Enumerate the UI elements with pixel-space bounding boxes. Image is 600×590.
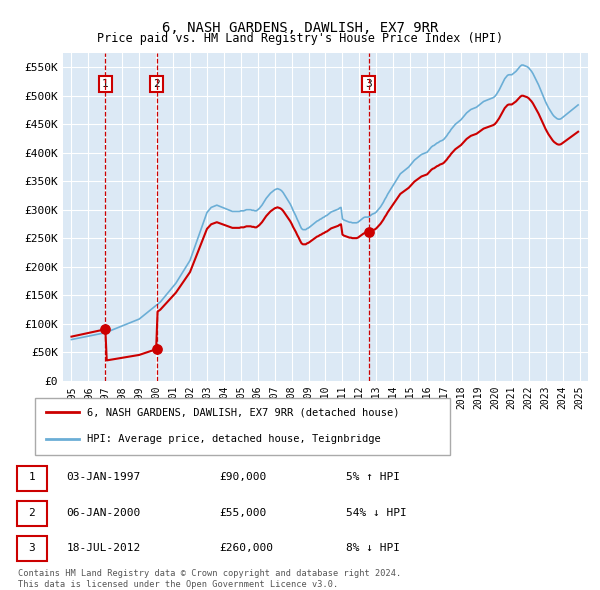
Text: Contains HM Land Registry data © Crown copyright and database right 2024.
This d: Contains HM Land Registry data © Crown c…: [18, 569, 401, 589]
Text: 06-JAN-2000: 06-JAN-2000: [67, 507, 141, 517]
Text: 5% ↑ HPI: 5% ↑ HPI: [346, 473, 400, 483]
Text: £260,000: £260,000: [220, 543, 274, 553]
Text: 18-JUL-2012: 18-JUL-2012: [67, 543, 141, 553]
Text: Price paid vs. HM Land Registry's House Price Index (HPI): Price paid vs. HM Land Registry's House …: [97, 32, 503, 45]
Text: 2: 2: [154, 79, 160, 89]
Point: [364, 228, 373, 237]
FancyBboxPatch shape: [17, 501, 47, 526]
Text: HPI: Average price, detached house, Teignbridge: HPI: Average price, detached house, Teig…: [88, 434, 381, 444]
Point: [152, 345, 161, 354]
Text: 3: 3: [365, 79, 372, 89]
Point: [101, 324, 110, 334]
Text: 8% ↓ HPI: 8% ↓ HPI: [346, 543, 400, 553]
Text: £90,000: £90,000: [220, 473, 266, 483]
Text: 1: 1: [28, 473, 35, 483]
Text: 54% ↓ HPI: 54% ↓ HPI: [346, 507, 407, 517]
Text: 6, NASH GARDENS, DAWLISH, EX7 9RR (detached house): 6, NASH GARDENS, DAWLISH, EX7 9RR (detac…: [88, 407, 400, 417]
FancyBboxPatch shape: [17, 466, 47, 491]
Text: 6, NASH GARDENS, DAWLISH, EX7 9RR: 6, NASH GARDENS, DAWLISH, EX7 9RR: [162, 21, 438, 35]
FancyBboxPatch shape: [17, 536, 47, 561]
Text: 2: 2: [28, 507, 35, 517]
Text: 1: 1: [102, 79, 109, 89]
Text: 3: 3: [28, 543, 35, 553]
FancyBboxPatch shape: [35, 398, 451, 455]
Text: £55,000: £55,000: [220, 507, 266, 517]
Text: 03-JAN-1997: 03-JAN-1997: [67, 473, 141, 483]
